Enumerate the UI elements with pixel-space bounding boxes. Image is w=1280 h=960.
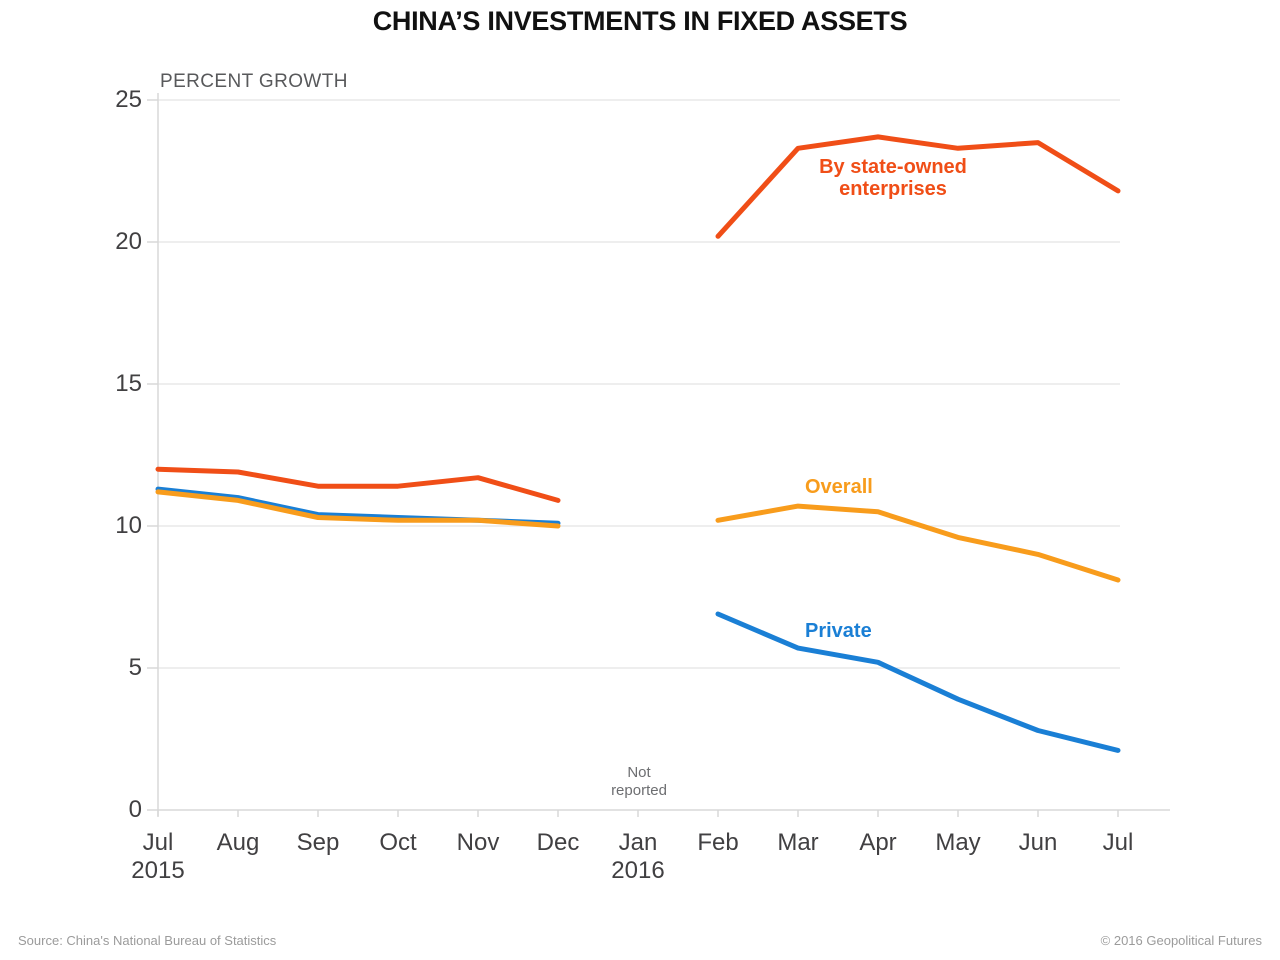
x-tick-label-nov: Nov xyxy=(456,829,500,856)
series-label-private: Private xyxy=(805,620,872,642)
chart-title: CHINA’S INVESTMENTS IN FIXED ASSETS xyxy=(372,6,908,36)
y-tick-label-15: 15 xyxy=(115,370,142,397)
copyright-note: © 2016 Geopolitical Futures xyxy=(1100,933,1262,948)
x-tick-label-jun: Jun xyxy=(1018,829,1058,856)
series-line-private xyxy=(715,611,1121,753)
x-tick-label-mar: Mar xyxy=(777,829,819,856)
series-line-overall xyxy=(715,503,1121,583)
y-tick-label-10: 10 xyxy=(115,512,142,539)
x-tick-label-feb: Feb xyxy=(697,829,739,856)
series-line-by-state-owned-enterprises xyxy=(715,134,1121,239)
x-tick-label-oct: Oct xyxy=(379,829,417,856)
x-tick-label-jul: Jul xyxy=(142,829,174,856)
x-tick-label-apr: Apr xyxy=(859,829,897,856)
x-year-label-2016: 2016 xyxy=(611,857,665,884)
series-line-overall xyxy=(155,489,561,529)
x-tick-label-jul: Jul xyxy=(1102,829,1134,856)
series-label-overall: Overall xyxy=(805,476,873,498)
not-reported-annotation: Not reported xyxy=(611,764,667,799)
x-tick-label-may: May xyxy=(935,829,981,856)
x-tick-label-dec: Dec xyxy=(536,829,580,856)
y-tick-label-0: 0 xyxy=(128,796,142,823)
x-tick-label-sep: Sep xyxy=(296,829,340,856)
series-label-state-owned: By state-owned enterprises xyxy=(819,156,967,200)
source-note: Source: China's National Bureau of Stati… xyxy=(18,933,277,948)
x-tick-label-jan: Jan xyxy=(618,829,658,856)
series-line-by-state-owned-enterprises xyxy=(155,466,561,503)
y-tick-label-5: 5 xyxy=(128,654,142,681)
y-tick-label-25: 25 xyxy=(115,86,142,113)
x-year-label-2015: 2015 xyxy=(131,857,185,884)
y-axis-unit-label: PERCENT GROWTH xyxy=(160,71,348,92)
x-tick-label-aug: Aug xyxy=(216,829,260,856)
y-tick-label-20: 20 xyxy=(115,228,142,255)
